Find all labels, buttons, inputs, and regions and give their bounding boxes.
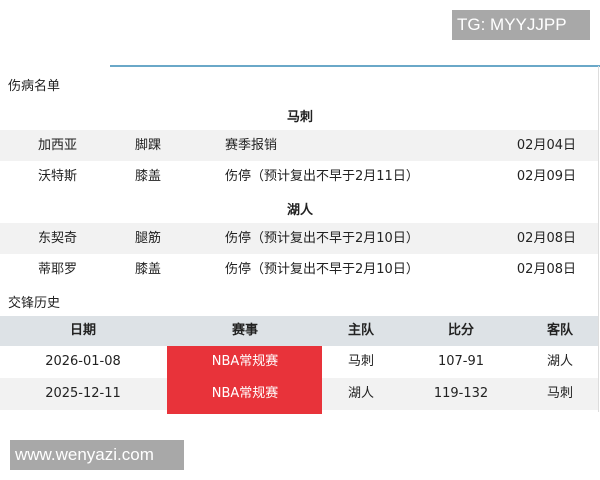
injury-part: 膝盖	[135, 169, 162, 184]
header-date: 日期	[69, 323, 97, 338]
header-away: 客队	[546, 323, 574, 338]
h2h-row: 2025-12-11 NBA常规赛 湖人 119-132 马刺	[0, 378, 598, 410]
watermark-tg: TG: MYYJJPP	[452, 10, 590, 40]
injury-status: 赛季报销	[225, 138, 278, 153]
injury-part: 脚踝	[135, 138, 162, 153]
injury-part: 腿筋	[135, 231, 162, 246]
home-team: 马刺	[347, 354, 375, 369]
player-name: 蒂耶罗	[38, 262, 78, 277]
player-name: 沃特斯	[38, 169, 78, 184]
h2h-header: 日期 赛事 主队 比分 客队	[0, 316, 598, 346]
watermark-site: www.wenyazi.com	[10, 440, 184, 470]
injury-date: 02月09日	[516, 169, 576, 184]
player-name: 东契奇	[38, 231, 78, 246]
match-event: NBA常规赛	[211, 386, 279, 401]
injury-row: 东契奇 腿筋 伤停（预计复出不早于2月10日） 02月08日	[0, 223, 598, 254]
player-name: 加西亚	[38, 138, 78, 153]
injury-row: 沃特斯 膝盖 伤停（预计复出不早于2月11日） 02月09日	[0, 161, 598, 192]
match-date: 2026-01-08	[45, 354, 121, 369]
match-date: 2025-12-11	[45, 386, 121, 401]
header-event: 赛事	[231, 323, 259, 338]
away-team: 马刺	[546, 386, 574, 401]
team-header-spurs: 马刺	[286, 110, 313, 125]
injury-row: 加西亚 脚踝 赛季报销 02月04日	[0, 130, 598, 161]
match-event: NBA常规赛	[211, 354, 279, 369]
section-divider	[110, 65, 600, 67]
injury-status: 伤停（预计复出不早于2月10日）	[225, 231, 419, 246]
away-team: 湖人	[546, 354, 574, 369]
injury-date: 02月04日	[516, 138, 576, 153]
injury-part: 膝盖	[135, 262, 162, 277]
injury-date: 02月08日	[516, 262, 576, 277]
h2h-title: 交锋历史	[8, 296, 61, 311]
injury-status: 伤停（预计复出不早于2月10日）	[225, 262, 419, 277]
header-score: 比分	[447, 323, 475, 338]
home-team: 湖人	[347, 386, 375, 401]
score: 119-132	[433, 386, 489, 401]
score: 107-91	[437, 354, 485, 369]
h2h-row: 2026-01-08 NBA常规赛 马刺 107-91 湖人	[0, 346, 598, 378]
injury-status: 伤停（预计复出不早于2月11日）	[225, 169, 419, 184]
panel-border	[598, 66, 599, 412]
injury-date: 02月08日	[516, 231, 576, 246]
team-header-lakers: 湖人	[286, 203, 313, 218]
injury-row: 蒂耶罗 膝盖 伤停（预计复出不早于2月10日） 02月08日	[0, 254, 598, 285]
header-home: 主队	[347, 323, 375, 338]
injury-list-title: 伤病名单	[8, 79, 61, 94]
event-highlight	[167, 346, 322, 414]
